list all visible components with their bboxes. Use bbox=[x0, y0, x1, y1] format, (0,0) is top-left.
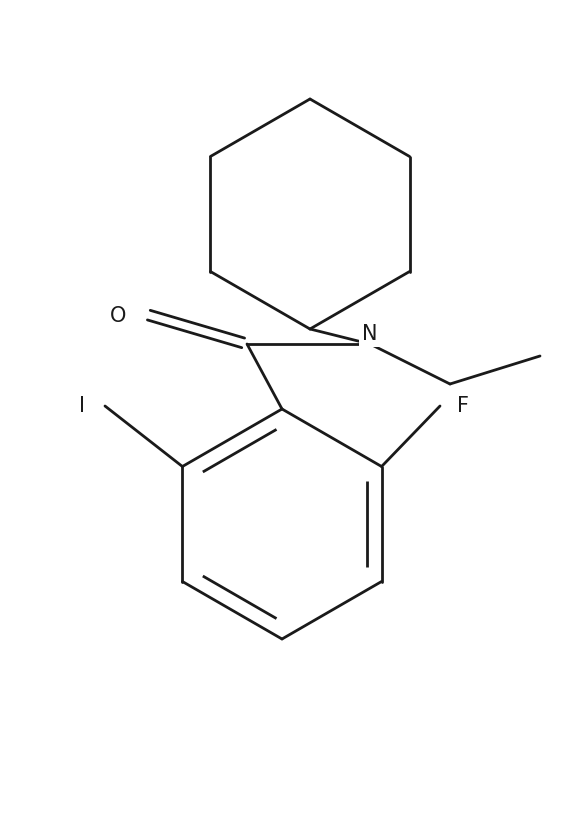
Text: F: F bbox=[457, 396, 469, 416]
Text: I: I bbox=[79, 396, 85, 416]
Text: O: O bbox=[110, 306, 126, 326]
Text: N: N bbox=[362, 324, 378, 344]
